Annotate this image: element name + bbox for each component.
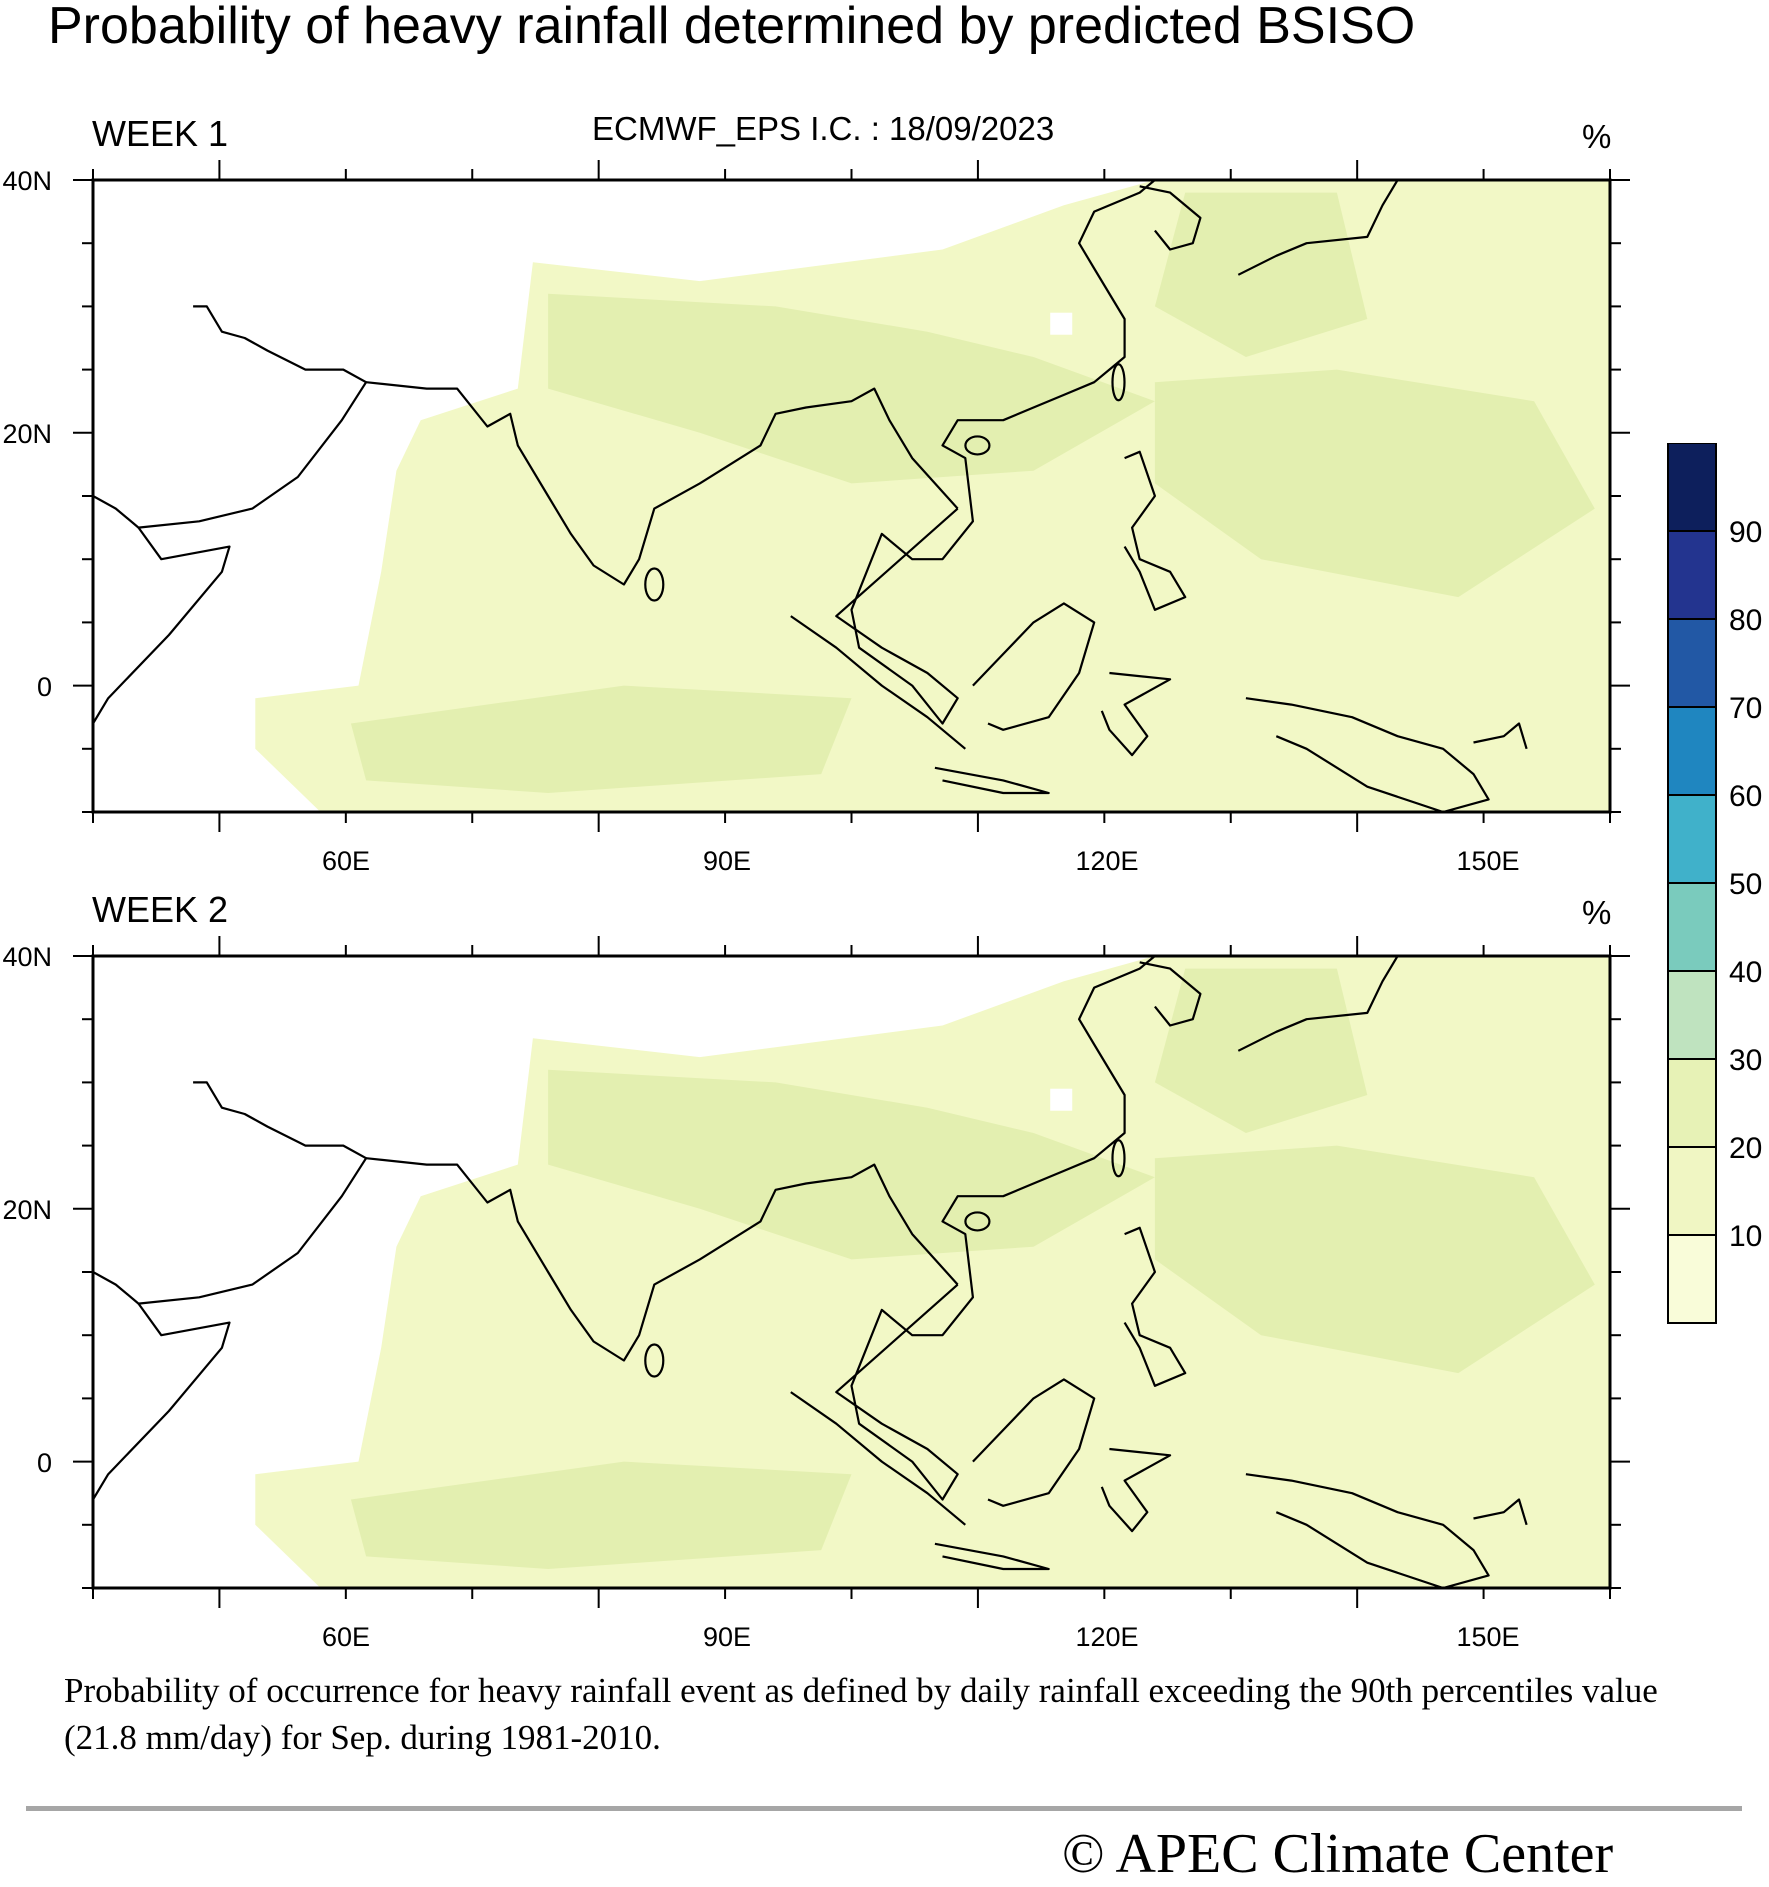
coastline-sulawesi [1100, 671, 1172, 757]
coastline-taiwan [1111, 1139, 1126, 1178]
probability-zone [1154, 369, 1595, 598]
coastline-sulawesi [1100, 1447, 1172, 1533]
probability-zone [350, 1461, 852, 1569]
probability-zone [548, 293, 1155, 484]
coastline-new-guinea [1245, 1473, 1490, 1588]
coastline-se-asia [835, 180, 1156, 725]
coastline-india [365, 381, 959, 586]
coastline-new-britain [1473, 1498, 1528, 1526]
y-tick-label: 0 [37, 672, 52, 702]
colorbar-label: 10 [1729, 1220, 1762, 1253]
colorbar-label: 20 [1729, 1132, 1762, 1165]
y-tick-label: 0 [37, 1448, 52, 1478]
colorbar-label: 40 [1729, 956, 1762, 989]
colorbar-label: 30 [1729, 1044, 1762, 1077]
probability-colorbar: 90 80 70 60 50 40 30 20 10 [1667, 443, 1762, 1324]
x-tick-label: 90E [703, 1622, 751, 1652]
x-tick-label: 60E [322, 1622, 370, 1652]
coastline-sumatra [790, 1391, 967, 1526]
x-tick-label: 150E [1456, 846, 1519, 876]
coastline-persian-gulf [93, 1271, 140, 1305]
probability-zone [1154, 192, 1368, 357]
colorbar-segment [1667, 1146, 1717, 1236]
y-tick-label: 40N [2, 166, 52, 196]
figure-title: Probability of heavy rainfall determined… [48, 0, 1416, 55]
coastline-persian-gulf [93, 495, 140, 529]
probability-zone [350, 685, 852, 793]
colorbar-segment [1667, 443, 1717, 532]
figure-caption: Probability of occurrence for heavy rain… [64, 1671, 1658, 1757]
coastline-korea [1139, 961, 1202, 1027]
colorbar-label: 90 [1729, 516, 1762, 549]
probability-zone [1154, 968, 1368, 1133]
coastline-philippines [1123, 450, 1187, 611]
coastline-sri-lanka [644, 1343, 665, 1378]
coastline-sumatra [790, 615, 967, 750]
colorbar-segment [1667, 1058, 1717, 1148]
coastline-java [934, 1542, 1050, 1571]
probability-zone [1154, 1145, 1595, 1374]
colorbar-segment [1667, 1234, 1717, 1324]
coastline-java [934, 766, 1050, 795]
week1-map-panel: 60E 90E 120E 150E 40N 20N 0 [2, 160, 1630, 876]
coastline-arabia [93, 1081, 368, 1501]
missing-data-patch [1050, 312, 1073, 335]
model-init-subtitle: ECMWF_EPS I.C. : 18/09/2023 [592, 110, 1055, 147]
week2-map-panel: 60E 90E 120E 150E 40N 20N 0 [2, 936, 1630, 1652]
colorbar-label: 70 [1729, 692, 1762, 725]
copyright-footer: © APEC Climate Center [1062, 1823, 1614, 1885]
coastline-japan [1237, 956, 1399, 1052]
x-tick-label: 60E [322, 846, 370, 876]
colorbar-segment [1667, 970, 1717, 1060]
x-tick-label: 120E [1075, 846, 1138, 876]
colorbar-label: 80 [1729, 604, 1762, 637]
missing-data-patch [1050, 1088, 1073, 1111]
coastline-hainan [964, 1211, 991, 1232]
colorbar-segment [1667, 530, 1717, 620]
colorbar-segment [1667, 706, 1717, 796]
y-tick-label: 20N [2, 1195, 52, 1225]
colorbar-label: 50 [1729, 868, 1762, 901]
coastline-korea [1139, 185, 1202, 251]
coastline-philippines [1123, 1226, 1187, 1387]
coastline-sri-lanka [644, 567, 665, 602]
colorbar-label: 60 [1729, 780, 1762, 813]
x-tick-label: 150E [1456, 1622, 1519, 1652]
coastline-borneo [972, 1378, 1096, 1507]
week2-unit: % [1582, 894, 1612, 931]
footer-divider [26, 1806, 1742, 1811]
week1-label: WEEK 1 [92, 113, 229, 154]
coastline-borneo [972, 602, 1096, 731]
colorbar-segment [1667, 882, 1717, 972]
colorbar-segment [1667, 794, 1717, 884]
coastline-new-guinea [1245, 697, 1490, 812]
x-tick-label: 90E [703, 846, 751, 876]
coastline-se-asia [835, 956, 1156, 1501]
y-tick-label: 20N [2, 419, 52, 449]
coastline-india [365, 1157, 959, 1362]
y-tick-label: 40N [2, 942, 52, 972]
coastline-hainan [964, 435, 991, 456]
coastline-arabia [93, 305, 368, 725]
coastline-japan [1237, 180, 1399, 276]
probability-zone [548, 1069, 1155, 1260]
week2-label: WEEK 2 [92, 889, 229, 930]
coastline-taiwan [1111, 363, 1126, 402]
colorbar-segment [1667, 618, 1717, 708]
coastline-new-britain [1473, 722, 1528, 750]
week1-unit: % [1582, 118, 1612, 155]
x-tick-label: 120E [1075, 1622, 1138, 1652]
